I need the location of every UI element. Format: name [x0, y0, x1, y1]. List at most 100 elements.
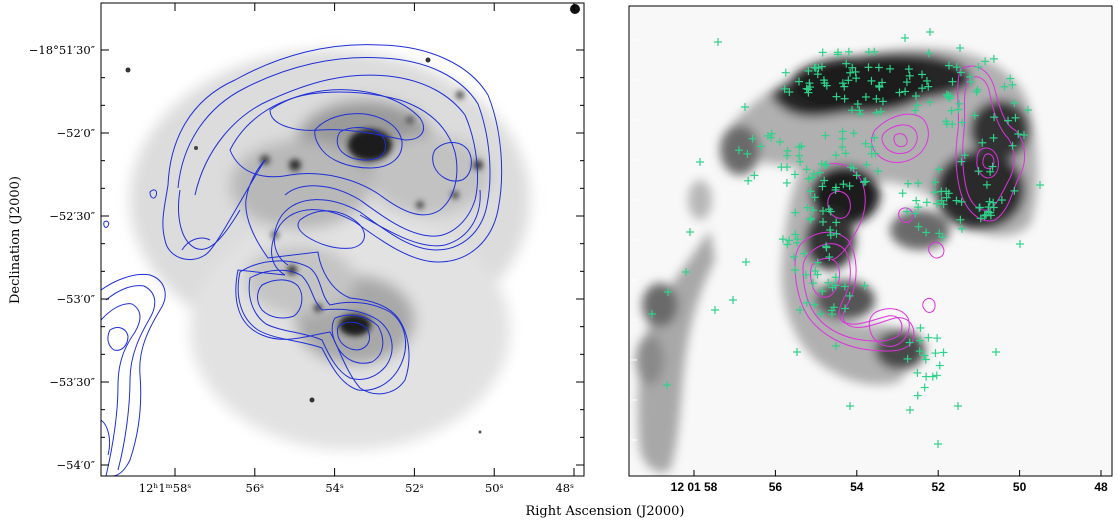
source-marker — [934, 165, 943, 174]
source-marker — [958, 118, 967, 127]
source-marker — [989, 54, 998, 63]
source-marker — [664, 288, 672, 296]
source-marker — [796, 157, 805, 166]
source-marker — [821, 131, 830, 140]
source-marker — [817, 62, 826, 71]
source-marker — [901, 34, 909, 42]
source-marker — [913, 368, 922, 377]
source-marker — [864, 47, 873, 56]
source-marker — [986, 167, 995, 176]
source-marker — [935, 229, 944, 238]
source-marker — [905, 338, 914, 347]
left-y-tick-label: −53′0″ — [57, 292, 96, 306]
left-x-tick-label: 56ˢ — [246, 481, 265, 495]
source-marker — [873, 167, 882, 176]
source-marker — [978, 138, 987, 147]
source-marker — [904, 179, 913, 188]
source-marker — [714, 38, 722, 46]
source-marker — [853, 100, 862, 109]
source-marker — [922, 198, 931, 207]
source-marker — [804, 66, 813, 75]
source-marker — [842, 59, 851, 68]
source-marker — [957, 197, 966, 206]
source-marker — [831, 281, 840, 290]
source-marker — [841, 304, 850, 313]
left-y-tick-label: −18°51′30″ — [29, 43, 96, 57]
source-marker — [840, 282, 849, 291]
source-marker — [804, 174, 813, 183]
source-marker — [981, 57, 990, 66]
source-marker — [820, 79, 829, 88]
source-marker — [686, 228, 694, 236]
source-marker — [806, 83, 815, 92]
source-marker — [831, 183, 840, 192]
source-marker — [926, 28, 934, 36]
source-marker — [817, 159, 826, 168]
source-marker — [955, 99, 964, 108]
source-marker — [990, 113, 999, 122]
source-marker — [871, 149, 880, 158]
source-marker — [860, 281, 869, 290]
right-panel: 12 01 58 56 54 52 50 48 — [628, 5, 1113, 494]
source-marker — [838, 79, 847, 88]
source-marker — [920, 351, 929, 360]
source-marker — [997, 196, 1006, 205]
source-marker — [785, 88, 794, 97]
right-x-tick-label: 12 01 58 — [671, 480, 718, 494]
right-x-tick-label: 52 — [932, 480, 946, 494]
source-marker — [944, 61, 953, 70]
source-marker — [861, 139, 870, 148]
source-marker — [782, 178, 791, 187]
source-marker — [742, 258, 750, 266]
source-marker — [924, 49, 933, 58]
source-marker — [974, 62, 983, 71]
source-marker — [825, 253, 834, 262]
source-marker — [920, 383, 929, 392]
source-marker — [931, 178, 940, 187]
source-marker — [743, 149, 752, 158]
source-marker — [840, 82, 849, 91]
source-marker — [818, 206, 827, 215]
source-marker — [937, 196, 946, 205]
source-marker — [960, 151, 969, 160]
left-hi-contours — [101, 44, 503, 476]
source-marker — [838, 134, 847, 143]
source-marker — [839, 180, 848, 189]
source-marker — [939, 348, 948, 357]
source-marker — [855, 106, 864, 115]
source-marker — [800, 249, 809, 258]
source-marker — [986, 211, 995, 220]
source-marker — [956, 215, 965, 224]
source-marker — [976, 214, 985, 223]
source-marker — [966, 77, 975, 86]
source-marker — [1014, 130, 1023, 139]
source-marker — [797, 142, 806, 151]
source-marker — [838, 127, 847, 136]
source-marker — [954, 105, 963, 114]
source-marker — [992, 348, 1000, 356]
right-x-tick-label: 50 — [1013, 480, 1027, 494]
source-marker — [832, 151, 841, 160]
y-axis-title: Declination (J2000) — [8, 176, 23, 304]
source-marker — [844, 76, 853, 85]
left-x-tick-labels: 12ʰ1ᵐ58ˢ 56ˢ 54ˢ 52ˢ 50ˢ 48ˢ — [139, 481, 574, 495]
source-marker — [820, 176, 829, 185]
source-marker — [845, 181, 854, 190]
source-marker — [1008, 141, 1017, 150]
source-marker — [791, 208, 800, 217]
source-marker — [818, 182, 827, 191]
source-marker — [902, 78, 911, 87]
source-marker — [824, 278, 833, 287]
source-marker — [1011, 113, 1020, 122]
source-marker — [930, 188, 939, 197]
source-marker — [816, 309, 825, 318]
source-marker — [795, 143, 804, 152]
source-marker — [750, 171, 759, 180]
source-marker — [748, 134, 757, 143]
source-marker — [801, 270, 810, 279]
source-marker — [802, 84, 811, 93]
source-marker — [1004, 116, 1013, 125]
source-marker — [1000, 82, 1009, 91]
source-marker — [806, 187, 815, 196]
source-marker — [956, 44, 964, 52]
